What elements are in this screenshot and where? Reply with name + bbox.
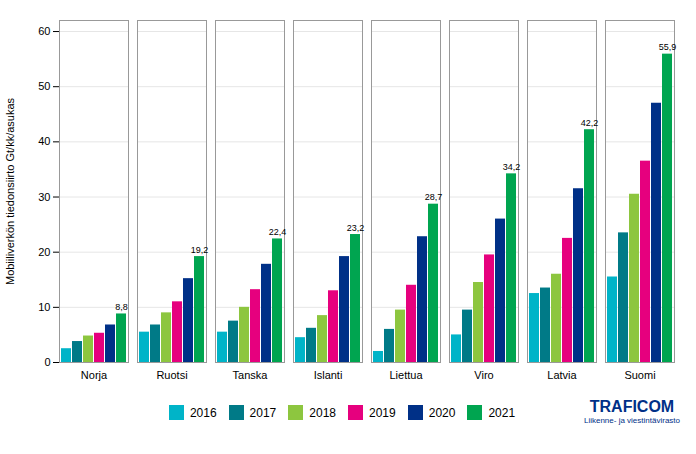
svg-text:Suomi: Suomi bbox=[624, 369, 655, 381]
svg-text:Liettua: Liettua bbox=[389, 369, 423, 381]
html-text:TRAFICOM: TRAFICOM bbox=[589, 398, 675, 415]
svg-text:10: 10 bbox=[38, 301, 50, 313]
svg-text:55,9: 55,9 bbox=[659, 42, 677, 52]
html-text:2018: 2018 bbox=[309, 405, 336, 420]
svg-text:Tanska: Tanska bbox=[233, 369, 269, 381]
svg-text:Islanti: Islanti bbox=[314, 369, 343, 381]
svg-text:34,2: 34,2 bbox=[503, 162, 521, 172]
svg-text:22,4: 22,4 bbox=[269, 227, 287, 237]
svg-text:28,7: 28,7 bbox=[425, 192, 443, 202]
html-text:Liikenne- ja viestintävirasto: Liikenne- ja viestintävirasto bbox=[584, 416, 680, 425]
svg-text:19,2: 19,2 bbox=[191, 245, 209, 255]
svg-text:Ruotsi: Ruotsi bbox=[156, 369, 187, 381]
svg-text:23,2: 23,2 bbox=[347, 223, 365, 233]
svg-text:Mobiiliverkön tiedonsiirto Gt/: Mobiiliverkön tiedonsiirto Gt/kk/asukas bbox=[4, 97, 16, 285]
svg-text:Latvia: Latvia bbox=[547, 369, 577, 381]
svg-text:42,2: 42,2 bbox=[581, 118, 599, 128]
svg-text:50: 50 bbox=[38, 80, 50, 92]
svg-text:0: 0 bbox=[44, 356, 50, 368]
html-text:2016: 2016 bbox=[189, 405, 217, 420]
html-text:2017: 2017 bbox=[249, 405, 277, 420]
html-text:2020: 2020 bbox=[428, 405, 456, 420]
svg-text:Viro: Viro bbox=[474, 369, 493, 381]
svg-text:60: 60 bbox=[38, 25, 50, 37]
html-text:2019: 2019 bbox=[369, 405, 396, 420]
svg-text:40: 40 bbox=[38, 135, 50, 147]
svg-text:Norja: Norja bbox=[81, 369, 108, 381]
svg-text:30: 30 bbox=[38, 191, 50, 203]
svg-text:20: 20 bbox=[38, 246, 50, 258]
html-text:2021: 2021 bbox=[488, 405, 516, 420]
svg-text:8,8: 8,8 bbox=[115, 302, 128, 312]
